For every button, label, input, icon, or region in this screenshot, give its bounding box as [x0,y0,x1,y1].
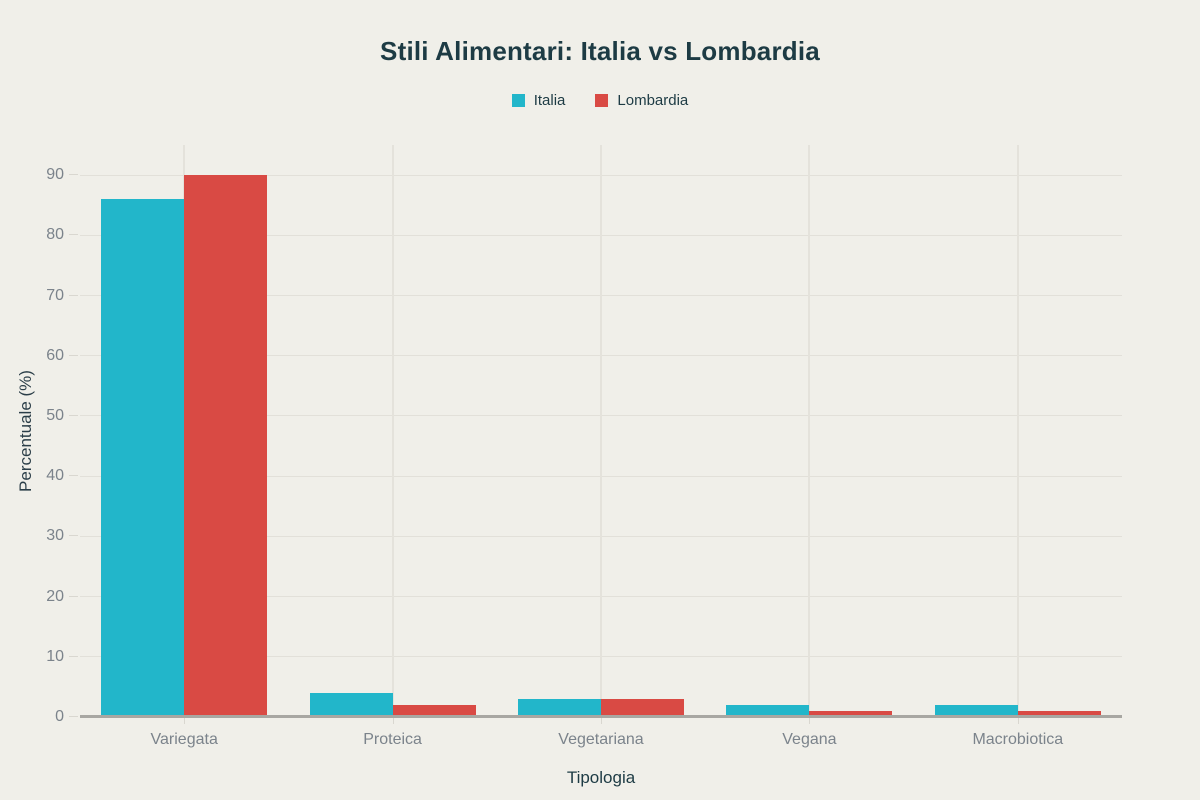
x-tick-label-variegata: Variegata [150,731,218,748]
y-tick-label-40: 40 [46,467,64,485]
y-tick-mark-30 [69,535,78,537]
x-tick-label-macrobiotica: Macrobiotica [972,731,1064,748]
bar-lombardia-vegana[interactable] [809,710,893,717]
bar-italia-vegetariana[interactable] [518,698,601,717]
legend-label-lombardia: Lombardia [617,92,689,109]
y-tick-label-0: 0 [55,708,64,725]
x-tick-mark-vegana [809,718,811,724]
y-tick-mark-70 [69,294,78,296]
legend-item-italia[interactable]: Italia [511,92,566,109]
x-axis-title: Tipologia [566,768,636,787]
y-tick-label-60: 60 [46,346,64,364]
y-tick-mark-60 [69,354,78,356]
y-tick-label-90: 90 [46,166,64,184]
x-tick-mark-proteica [392,718,394,724]
x-tick-mark-vegetariana [601,718,602,724]
legend-item-lombardia[interactable]: Lombardia [595,92,688,109]
bar-lombardia-variegata[interactable] [184,175,268,717]
bar-lombardia-vegetariana[interactable] [601,698,684,717]
x-tick-mark-variegata [184,718,186,724]
legend-swatch-italia [511,94,525,107]
y-tick-mark-20 [69,595,78,597]
legend-label-italia: Italia [533,92,566,109]
bar-lombardia-proteica[interactable] [392,704,476,717]
x-tick-mark-macrobiotica [1017,718,1019,724]
x-axis-line [80,715,1122,718]
x-gridline-vegana [808,145,811,717]
y-tick-label-80: 80 [46,226,64,244]
y-tick-mark-80 [69,234,78,236]
legend-swatch-lombardia [595,94,609,107]
y-tick-label-50: 50 [46,406,64,424]
bar-italia-vegana[interactable] [726,704,810,717]
y-tick-label-70: 70 [46,286,64,304]
x-tick-label-vegana: Vegana [782,731,837,748]
x-gridline-macrobiotica [1016,145,1019,717]
plot-area: 0 10 20 30 40 50 60 70 80 90 Variegata Proteica Vege… [46,145,1122,748]
bar-italia-macrobiotica[interactable] [934,704,1018,717]
y-tick-mark-90 [69,174,78,176]
y-axis-title: Percentuale (%) [16,370,35,492]
x-gridline-proteica [391,145,394,717]
bar-italia-variegata[interactable] [101,199,185,717]
y-tick-label-10: 10 [46,647,64,665]
y-tick-label-30: 30 [46,527,64,545]
chart-title: Stili Alimentari: Italia vs Lombardia [380,36,820,66]
y-tick-mark-0 [69,716,78,717]
y-tick-label-20: 20 [46,587,64,605]
y-tick-mark-10 [69,655,78,657]
x-gridline-vegetariana [600,145,602,717]
y-tick-mark-40 [69,475,78,477]
legend: Italia Lombardia [0,92,1200,109]
x-tick-label-proteica: Proteica [363,731,422,748]
bar-lombardia-macrobiotica[interactable] [1017,710,1101,717]
y-tick-mark-50 [69,414,78,416]
x-tick-label-vegetariana: Vegetariana [558,731,644,748]
bar-italia-proteica[interactable] [309,692,393,717]
